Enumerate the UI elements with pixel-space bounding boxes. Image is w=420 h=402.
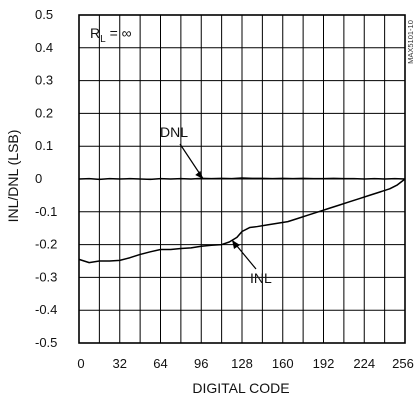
y-tick-label: 0.3 — [35, 73, 53, 88]
load-condition-label: RL = ∞ — [90, 25, 132, 45]
x-tick-label: 192 — [313, 356, 335, 371]
condition-main: R — [90, 25, 100, 41]
y-tick-label: 0.4 — [35, 40, 53, 55]
x-tick-label: 128 — [231, 356, 253, 371]
y-axis-title: INL/DNL (LSB) — [5, 130, 21, 223]
dnl-annotation-leader — [179, 143, 204, 180]
condition-label: RL = ∞ — [90, 25, 132, 45]
x-tick-label: 160 — [272, 356, 294, 371]
y-tick-labels: 0.5 0.4 0.3 0.2 0.1 0 -0.1 -0.2 -0.3 -0.4 -0.5 — [35, 7, 57, 350]
y-tick-label: 0.5 — [35, 7, 53, 22]
figure-code-watermark: MAX5101-10 — [406, 20, 415, 64]
y-tick-label: 0 — [35, 171, 42, 186]
x-tick-label: 0 — [77, 356, 84, 371]
plot-frame — [78, 14, 406, 344]
x-tick-labels: 0 32 64 96 128 160 192 224 256 — [77, 356, 413, 371]
series-line-dnl — [78, 177, 406, 181]
y-tick-label: -0.3 — [35, 269, 57, 284]
x-tick-label: 224 — [353, 356, 375, 371]
inl-annotation-label: INL — [250, 270, 272, 286]
annotation-markers — [195, 171, 240, 250]
x-tick-label: 256 — [392, 356, 414, 371]
x-tick-label: 96 — [194, 356, 208, 371]
condition-rest: = ∞ — [106, 25, 132, 41]
y-tick-label: -0.5 — [35, 335, 57, 350]
series-layer — [78, 177, 406, 264]
inl-annotation-leader — [231, 239, 257, 270]
y-tick-label: -0.1 — [35, 204, 57, 219]
x-axis-title: DIGITAL CODE — [192, 380, 289, 396]
y-tick-label: 0.1 — [35, 138, 53, 153]
series-line-inl — [78, 178, 406, 264]
y-tick-label: 0.2 — [35, 105, 53, 120]
condition-subscript: L — [100, 34, 106, 45]
x-tick-label: 64 — [153, 356, 167, 371]
y-tick-label: -0.2 — [35, 237, 57, 252]
dnl-annotation-label: DNL — [160, 124, 188, 140]
y-tick-label: -0.4 — [35, 302, 57, 317]
x-tick-label: 32 — [113, 356, 127, 371]
